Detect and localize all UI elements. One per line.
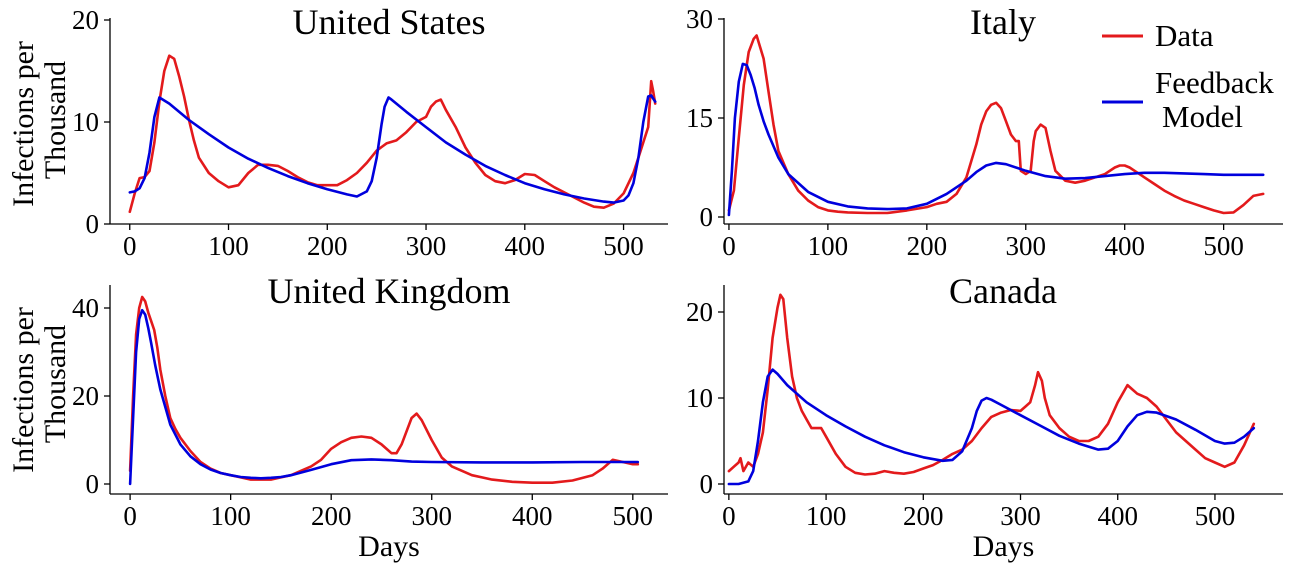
subplot-title: Canada [949,271,1057,311]
x-tick-label: 300 [411,501,452,531]
y-tick-label: 0 [700,469,714,499]
x-tick-label: 400 [505,231,546,261]
x-tick-label: 300 [1000,501,1041,531]
y-tick-label: 10 [686,383,713,413]
x-tick-label: 0 [722,231,736,261]
x-axis-label: Days [358,530,420,563]
x-tick-label: 500 [1203,231,1244,261]
x-tick-label: 200 [307,231,348,261]
ylabel-bottom-line2: Thousand [39,325,72,443]
subplot-0: 0 100 200 300 400 500 0 10 20 United States [72,2,668,261]
x-tick-label: 100 [210,501,251,531]
series-line-data [727,293,1256,476]
subplot-1: 0 100 200 300 400 500 0 15 30 Italy [686,2,1283,261]
series-line-data [128,54,657,214]
y-tick-label: 0 [86,469,100,499]
y-tick-label: 20 [72,5,99,35]
series-line-data [727,34,1265,215]
x-tick-label: 300 [1006,231,1047,261]
y-tick-label: 0 [86,209,100,239]
x-tick-label: 500 [1195,501,1236,531]
legend-label-feedback-model-line1: Feedback [1155,65,1274,100]
subplot-title: United Kingdom [268,271,511,311]
legend-label-data: Data [1155,18,1214,53]
legend-label-feedback-model-line2: Model [1162,99,1243,134]
x-tick-label: 300 [406,231,447,261]
x-tick-label: 0 [722,501,736,531]
y-tick-label: 40 [72,293,99,323]
y-tick-label: 0 [700,202,714,232]
x-tick-label: 400 [1104,231,1145,261]
x-tick-label: 500 [603,231,644,261]
x-tick-label: 400 [1097,501,1138,531]
subplot-title: Italy [970,2,1036,42]
x-tick-label: 400 [512,501,553,531]
x-tick-label: 200 [903,501,944,531]
subplot-title: United States [293,2,486,42]
x-tick-label: 200 [907,231,948,261]
y-tick-label: 15 [686,103,713,133]
series-line-feedback-model [727,368,1256,486]
ylabel-top-line1: Infections per [7,41,40,207]
y-tick-label: 10 [72,107,99,137]
legend: Data Feedback Model [1102,18,1274,134]
x-tick-label: 100 [808,231,849,261]
y-tick-label: 20 [72,381,99,411]
subplot-3: 0 100 200 300 400 500 0 10 20 Canada Days [686,271,1283,563]
ylabel-bottom-line1: Infections per [7,307,40,473]
y-tick-label: 20 [686,297,713,327]
series-line-data [128,295,640,484]
x-tick-label: 100 [208,231,249,261]
series-line-feedback-model [128,308,640,486]
x-tick-label: 0 [123,501,137,531]
x-tick-label: 0 [123,231,137,261]
x-axis-label: Days [973,530,1035,563]
x-tick-label: 200 [311,501,352,531]
x-tick-label: 500 [613,501,654,531]
x-tick-label: 100 [806,501,847,531]
y-tick-label: 30 [686,4,713,34]
ylabel-top-line2: Thousand [39,61,72,179]
subplot-2: 0 100 200 300 400 500 0 20 40 United Kingdom Days [72,271,668,563]
series-line-feedback-model [128,94,657,204]
series-line-feedback-model [727,62,1265,217]
